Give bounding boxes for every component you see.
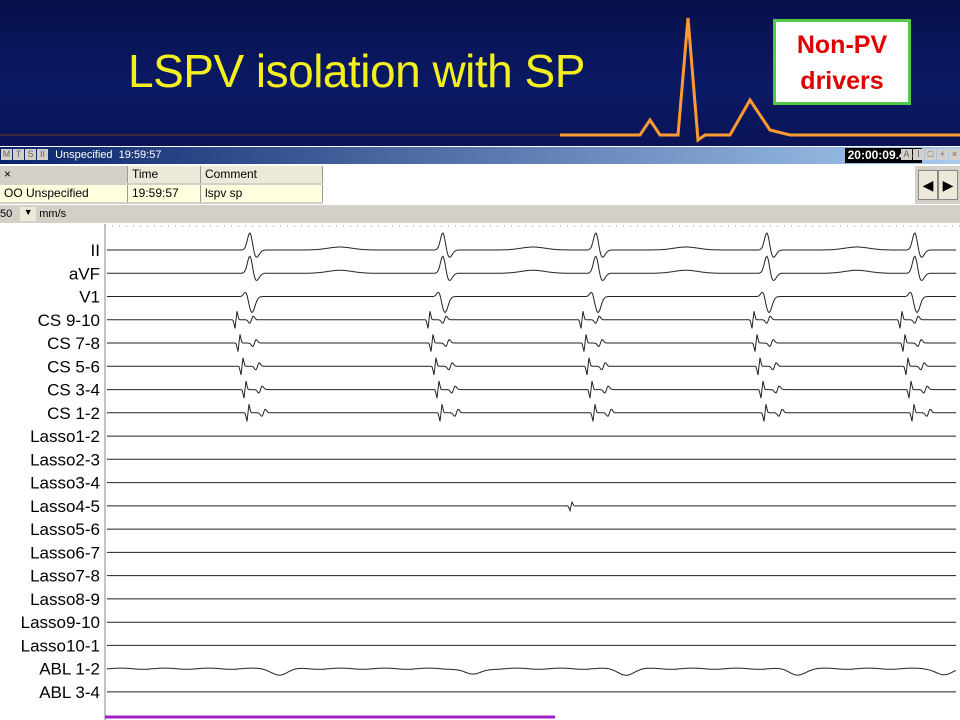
trace [107, 500, 956, 513]
channel-label: CS 5-6 [47, 357, 100, 376]
trace [106, 667, 957, 676]
toolbar-button[interactable]: II [37, 149, 48, 160]
trace [107, 291, 956, 314]
badge: Non-PV drivers [773, 19, 911, 105]
channel-label: II [91, 241, 100, 260]
badge-line: Non-PV [796, 31, 888, 59]
channel-label: ABL 3-4 [39, 683, 100, 702]
channel-label: Lasso1-2 [30, 427, 100, 446]
traces: II aVF V1 CS 9-10 CS 7-8 CS 5-6 CS 3-4 CS 1-2 La… [21, 224, 960, 720]
trace [107, 255, 956, 282]
row-time[interactable]: 19:59:57 [128, 185, 201, 202]
window-button[interactable]: + [937, 149, 948, 160]
channel-label: CS 7-8 [47, 334, 100, 353]
trace [107, 334, 956, 352]
channel-label: Lasso8-9 [30, 590, 100, 609]
trace [107, 232, 956, 258]
slide-header: LSPV isolation with SP Non-PV drivers [0, 0, 960, 146]
toolbar-button[interactable]: M [1, 149, 12, 160]
slide-title: LSPV isolation with SP [128, 45, 585, 97]
window-controls: A I □ + × [900, 147, 960, 160]
channel-label: aVF [69, 264, 100, 283]
channel-label: Lasso3-4 [30, 474, 100, 493]
ecg-decoration [0, 17, 960, 143]
toolbar-button[interactable]: S [25, 149, 36, 160]
channel-label: CS 3-4 [47, 381, 100, 400]
speed-dropdown[interactable]: ▼ [20, 207, 37, 221]
trace [107, 404, 956, 422]
channel-label: Lasso2-3 [30, 450, 100, 469]
row-name[interactable]: OO Unspecified [0, 185, 128, 202]
window-title: Unspecified 19:59:57 [55, 149, 162, 161]
trace [107, 311, 956, 329]
table-corner: × [0, 166, 128, 183]
toolbar-button[interactable]: T [13, 149, 24, 160]
channel-label: Lasso7-8 [30, 567, 100, 586]
channel-label: ABL 1-2 [39, 660, 100, 679]
window-button[interactable]: × [949, 149, 960, 160]
speed-bar: 50 ▼ mm/s [0, 205, 960, 223]
channel-label: CS 9-10 [38, 311, 100, 330]
speed-unit: mm/s [39, 208, 67, 220]
channel-label: Lasso9-10 [21, 613, 100, 632]
trace-area [105, 224, 960, 720]
badge-line: drivers [800, 67, 884, 95]
channel-label: V1 [79, 288, 100, 307]
row-comment[interactable]: lspv sp [201, 185, 323, 202]
channel-label: Lasso5-6 [30, 520, 100, 539]
trace [107, 357, 956, 376]
channel-label: CS 1-2 [47, 404, 100, 423]
table-blank [323, 166, 915, 204]
window-button[interactable]: I [913, 149, 924, 160]
column-header: Time [128, 166, 201, 183]
channel-label: Lasso6-7 [30, 543, 100, 562]
scroll-left[interactable]: ◀ [918, 170, 938, 200]
event-table: × Time Comment OO Unspecified 19:59:57 l… [0, 166, 960, 204]
trace [107, 380, 956, 399]
window-button[interactable]: A [901, 149, 912, 160]
speed-value[interactable]: 50 [0, 208, 13, 220]
channel-label: Lasso10-1 [21, 636, 100, 655]
scroll-right[interactable]: ▶ [938, 170, 958, 200]
window-titlebar: M T S II Unspecified 19:59:57 20:00:09.440 … [0, 147, 960, 164]
column-header: Comment [201, 166, 323, 183]
window-button[interactable]: □ [925, 149, 936, 160]
channel-label: Lasso4-5 [30, 497, 100, 516]
